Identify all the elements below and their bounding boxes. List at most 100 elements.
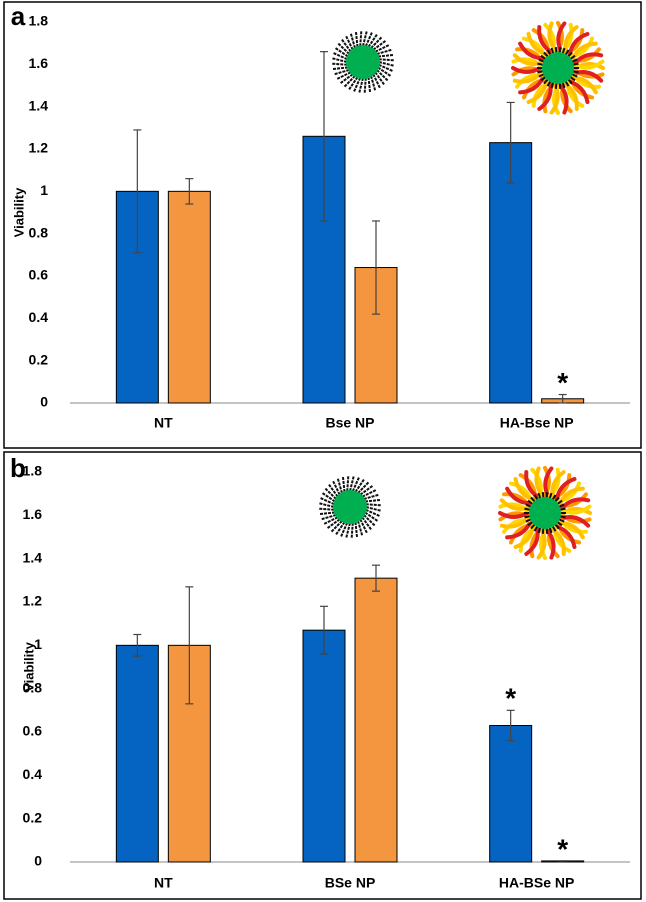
coating (499, 516, 530, 529)
ligand (367, 33, 378, 48)
ligand (540, 76, 547, 82)
y-tick-label: 0.6 (29, 267, 49, 283)
x-tick-label: NT (154, 875, 173, 891)
ligand (377, 53, 394, 58)
ligand (349, 33, 356, 49)
ligand (364, 511, 379, 522)
ligand (558, 47, 562, 54)
ligand (331, 57, 348, 63)
error-bar (185, 586, 194, 705)
ligand (376, 48, 392, 55)
ligand (332, 52, 348, 61)
panel-frame (3, 1, 642, 449)
ligand (363, 77, 367, 94)
y-tick-label: 0.6 (23, 723, 43, 739)
ligand (350, 522, 354, 539)
ligand (365, 503, 382, 507)
y-tick-label: 0.4 (29, 309, 49, 325)
ligand (554, 47, 558, 54)
error-bar (506, 709, 515, 742)
y-tick-label: 1.4 (29, 97, 49, 113)
y-tick-label: 1 (40, 182, 48, 198)
y-tick-label: 0.2 (23, 809, 43, 825)
coating (547, 21, 558, 53)
coating (554, 476, 577, 502)
core (333, 490, 367, 524)
coating (545, 528, 556, 560)
ligand (365, 508, 381, 517)
ligand (323, 516, 339, 525)
error-bar (372, 220, 380, 315)
bar (115, 644, 159, 863)
y-tick-label: 1.4 (23, 549, 43, 565)
ligand (537, 62, 544, 66)
ligand (572, 70, 579, 74)
ligand (346, 475, 350, 492)
ligand (336, 478, 343, 494)
bar (302, 629, 346, 863)
ligand (554, 523, 560, 530)
ligand (336, 71, 352, 80)
ligand (378, 61, 395, 67)
ligand (345, 522, 351, 539)
ligand (377, 66, 392, 77)
ligand (545, 492, 549, 499)
y-tick-label: 1.2 (29, 140, 49, 156)
coating (558, 520, 585, 540)
ligand (543, 51, 549, 58)
core (542, 52, 574, 84)
bar (489, 142, 533, 404)
ligand (319, 497, 335, 506)
error-bar (133, 633, 142, 657)
ligand (318, 502, 335, 508)
panel-label: a (11, 1, 26, 31)
x-tick-label: NT (154, 415, 173, 431)
ligand (541, 527, 545, 534)
bar (354, 577, 398, 863)
x-tick-label: BSe NP (325, 875, 376, 891)
ligand (537, 526, 542, 534)
ligand (372, 73, 381, 89)
ligand (537, 70, 544, 74)
error-bar (558, 393, 567, 404)
error-bar (133, 129, 142, 254)
y-axis-label: Viability (11, 187, 26, 237)
error-bar (320, 605, 328, 655)
ligand (533, 494, 539, 501)
ligand (374, 44, 390, 53)
ligand (334, 69, 350, 76)
ligand (569, 54, 576, 60)
significance-marker: * (557, 367, 568, 398)
coating (511, 66, 542, 74)
ligand (370, 36, 383, 49)
ligand (334, 47, 349, 58)
ligand (367, 76, 372, 93)
ligand (335, 521, 346, 536)
ligand (374, 71, 386, 86)
y-tick-label: 1 (34, 636, 42, 652)
ligand (554, 82, 558, 89)
core (346, 45, 380, 79)
ligand (362, 30, 368, 47)
ligand (340, 38, 352, 53)
ligand (357, 520, 364, 536)
y-tick-label: 0.4 (23, 766, 43, 782)
ligand (376, 69, 389, 82)
coating (558, 83, 569, 115)
ligand (554, 496, 560, 503)
ligand (530, 523, 536, 530)
ligand (332, 66, 349, 71)
ligand (353, 77, 362, 93)
ligand (318, 507, 335, 511)
ligand (321, 492, 336, 503)
ligand (330, 520, 343, 533)
ligand (358, 77, 364, 94)
coating (560, 497, 591, 510)
y-axis-label: Viability (21, 641, 36, 691)
coating (571, 75, 598, 95)
ligand (354, 478, 365, 493)
ligand (551, 494, 557, 501)
coating (560, 504, 592, 515)
ligand (359, 484, 374, 496)
